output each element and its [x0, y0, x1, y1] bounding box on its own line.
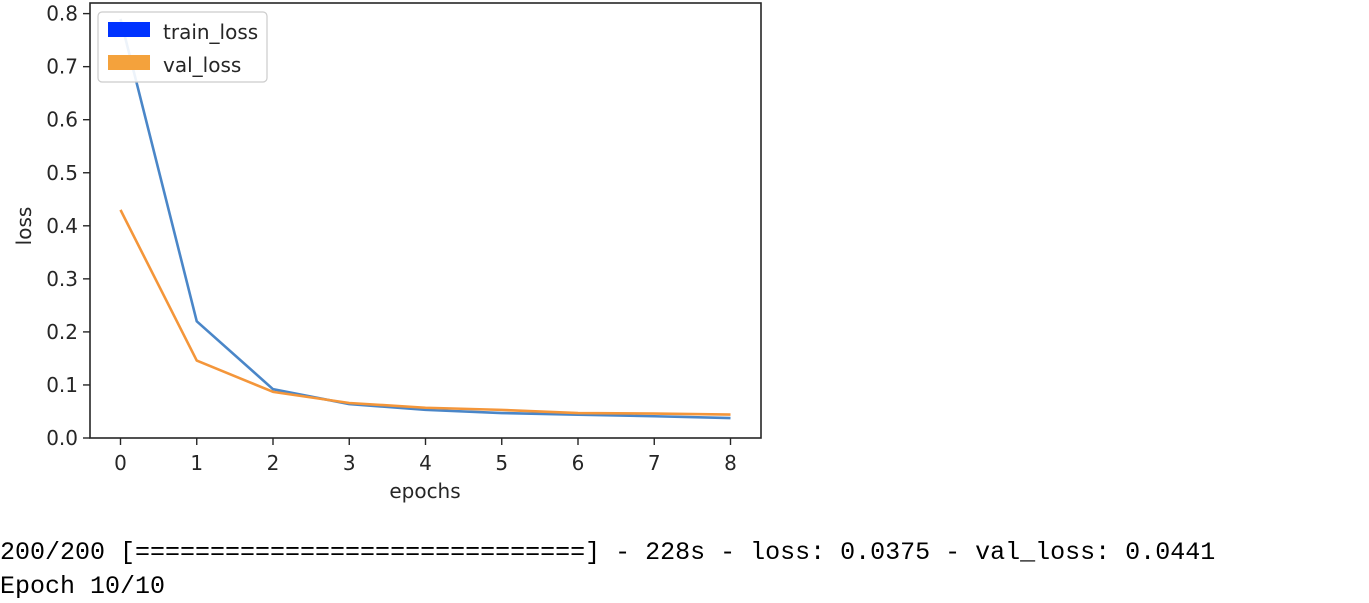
x-axis-label: epochs	[389, 479, 460, 503]
legend: train_loss val_loss	[97, 11, 268, 83]
x-tick-layer: 0 1 2 3 4 5 6 7 8	[114, 438, 737, 475]
legend-label-val-loss: val_loss	[163, 53, 241, 77]
series-line-train-loss	[119, 18, 731, 420]
epoch-counter-line: Epoch 10/10	[0, 572, 166, 601]
legend-swatch-val-loss	[108, 55, 150, 70]
y-tick-label: 0.0	[46, 426, 78, 450]
x-tick-label: 7	[648, 451, 661, 475]
y-tick-label: 0.8	[46, 2, 78, 26]
loss-chart: 0 1 2 3 4 5 6 7 8 0.0 0.1 0.2 0.3 0.4 0.5 0.6 0.7 0.8 ep…	[12, 2, 762, 503]
x-tick-label: 3	[343, 451, 356, 475]
y-tick-label: 0.5	[46, 161, 78, 185]
x-tick-label: 1	[190, 451, 203, 475]
legend-swatch-train-loss	[108, 22, 150, 37]
y-tick-label: 0.7	[46, 55, 78, 79]
y-tick-label: 0.3	[46, 267, 78, 291]
y-tick-layer: 0.0 0.1 0.2 0.3 0.4 0.5 0.6 0.7 0.8	[46, 2, 90, 450]
x-tick-label: 8	[724, 451, 737, 475]
series-line-val-loss	[119, 209, 731, 416]
x-tick-label: 4	[419, 451, 432, 475]
y-tick-label: 0.2	[46, 320, 78, 344]
y-tick-label: 0.4	[46, 214, 78, 238]
series-layer	[119, 18, 731, 420]
legend-label-train-loss: train_loss	[163, 20, 258, 44]
x-tick-label: 0	[114, 451, 127, 475]
x-tick-label: 2	[267, 451, 280, 475]
x-tick-label: 6	[572, 451, 585, 475]
training-progress-line: 200/200 [==============================]…	[0, 538, 1216, 567]
y-tick-label: 0.1	[46, 373, 78, 397]
y-tick-label: 0.6	[46, 108, 78, 132]
y-axis-label: loss	[12, 207, 36, 246]
x-tick-label: 5	[495, 451, 508, 475]
